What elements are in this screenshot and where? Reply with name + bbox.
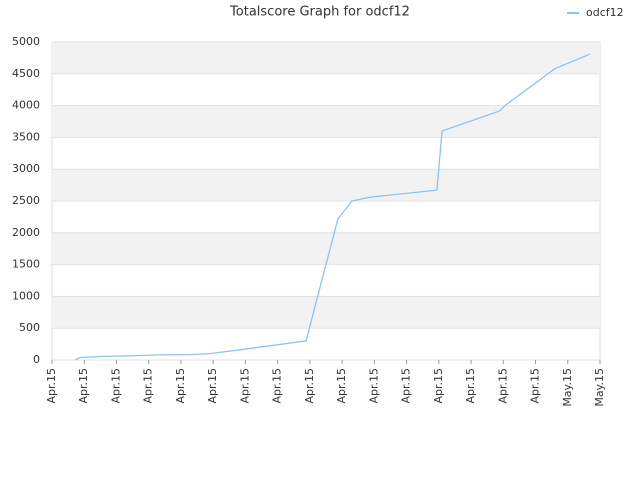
y-tick-label: 1500 — [12, 258, 40, 271]
x-tick-label: Apr.15 — [109, 368, 122, 404]
grid-band — [52, 232, 600, 265]
x-tick-label: Apr.15 — [529, 368, 542, 404]
y-tick-label: 5000 — [12, 35, 40, 48]
y-tick-label: 0 — [33, 353, 40, 366]
x-tick-label: Apr.15 — [174, 368, 187, 404]
x-tick-label: Apr.15 — [432, 368, 445, 404]
x-tick-label: Apr.15 — [335, 368, 348, 404]
x-tick-label: Apr.15 — [303, 368, 316, 404]
x-tick-label: Apr.15 — [400, 368, 413, 404]
x-tick-label: Apr.15 — [464, 368, 477, 404]
y-tick-label: 2500 — [12, 194, 40, 207]
x-tick-label: Apr.15 — [496, 368, 509, 404]
y-tick-label: 4000 — [12, 99, 40, 112]
y-tick-label: 1000 — [12, 289, 40, 302]
x-tick-label: Apr.15 — [45, 368, 58, 404]
y-tick-label: 3000 — [12, 162, 40, 175]
chart-title: Totalscore Graph for odcf12 — [229, 5, 410, 20]
x-tick-label: Apr.15 — [77, 368, 90, 404]
y-tick-label: 4500 — [12, 67, 40, 80]
y-tick-label: 500 — [19, 321, 40, 334]
x-tick-label: Apr.15 — [238, 368, 251, 404]
x-tick-label: May.15 — [593, 368, 606, 407]
line — [74, 53, 591, 361]
grid-band — [52, 42, 600, 74]
x-tick-label: May.15 — [561, 368, 574, 407]
y-tick-label: 2000 — [12, 226, 40, 239]
grid-band — [52, 105, 600, 138]
grid-band — [52, 169, 600, 201]
x-tick-label: Apr.15 — [367, 368, 380, 404]
x-tick-label: Apr.15 — [206, 368, 219, 404]
grid-band — [52, 296, 600, 329]
y-tick-label: 3500 — [12, 130, 40, 143]
x-tick-label: Apr.15 — [271, 368, 284, 404]
x-tick-label: Apr.15 — [142, 368, 155, 404]
legend-label: odcf12 — [586, 6, 624, 19]
